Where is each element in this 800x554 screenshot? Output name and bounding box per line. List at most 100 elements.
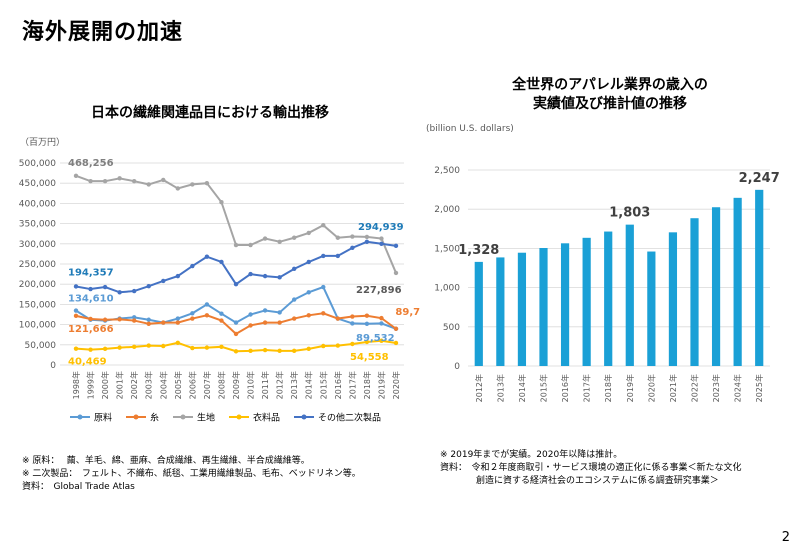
series-point-3: [219, 344, 224, 350]
series-data-label: 121,666: [68, 324, 114, 335]
series-point-3: [306, 346, 311, 352]
right-x-tick-label: 2012年: [474, 374, 484, 402]
legend-marker-3: [236, 414, 242, 420]
left-x-tick-label: 2003年: [144, 371, 154, 399]
left-y-tick-label: 500,000: [19, 159, 56, 169]
left-x-tick-label: 2012年: [275, 371, 285, 399]
left-x-tick-label: 2013年: [289, 371, 299, 399]
series-point-2: [379, 236, 384, 241]
left-x-tick-label: 2007年: [202, 371, 212, 399]
left-y-tick-label: 400,000: [19, 199, 56, 209]
legend-marker-4: [301, 414, 307, 420]
note-source-line2: 創造に資する経済社会のエコシステムに係る調査研究事業＞: [440, 476, 719, 486]
series-point-4: [204, 254, 210, 259]
series-point-1: [73, 313, 79, 319]
legend-label-3: 衣料品: [253, 412, 280, 424]
page-number: 2: [781, 530, 790, 545]
left-y-tick-label: 0: [50, 361, 56, 371]
series-point-3: [335, 343, 341, 348]
left-y-unit-label: （百万円）: [20, 137, 65, 148]
export-line-chart: （百万円） 0 50,000 100,000 150,000 200,000 250,000…: [19, 137, 420, 424]
left-x-tick-label: 2019年: [376, 371, 386, 399]
right-y-unit-label: (billion U.S. dollars): [426, 124, 514, 134]
series-point-0: [190, 311, 195, 316]
series-point-1: [219, 318, 224, 323]
series-point-4: [364, 239, 370, 244]
series-point-1: [102, 317, 108, 322]
series-point-3: [117, 345, 122, 350]
series-point-4: [379, 241, 384, 246]
series-point-3: [73, 346, 79, 351]
note-source: 資料： Global Trade Atlas: [22, 482, 135, 492]
right-notes: ※ 2019年までが実績。2020年以降は推計。 資料： 令和２年度商取引・サー…: [440, 449, 742, 488]
left-y-tick-label: 50,000: [25, 341, 57, 351]
left-x-tick-label: 2000年: [100, 371, 110, 399]
series-point-1: [393, 326, 399, 331]
series-data-label: 294,939: [358, 222, 404, 233]
series-point-4: [131, 288, 137, 294]
series-point-3: [131, 344, 137, 350]
right-x-tick-label: 2015年: [539, 374, 549, 402]
series-point-1: [88, 316, 93, 322]
series-point-0: [306, 290, 311, 295]
series-data-label: 134,610: [68, 294, 114, 305]
right-y-tick-label: 1,500: [434, 244, 460, 254]
series-point-0: [350, 321, 355, 326]
series-point-2: [277, 239, 282, 244]
bar-2: [517, 252, 527, 366]
right-x-tick-label: 2021年: [668, 374, 678, 402]
right-y-tick-label: 0: [454, 362, 460, 372]
right-y-tick-label: 1,000: [434, 284, 460, 294]
series-point-3: [146, 343, 151, 348]
series-point-3: [161, 343, 166, 349]
right-y-tick-label: 2,500: [434, 166, 460, 176]
legend-label-0: 原料: [94, 412, 112, 424]
bar-10: [690, 218, 699, 366]
series-point-4: [175, 273, 181, 279]
series-point-0: [233, 320, 239, 325]
series-point-0: [131, 315, 137, 320]
series-point-3: [379, 338, 384, 343]
series-point-1: [233, 331, 239, 337]
series-point-4: [393, 243, 399, 249]
series-point-1: [291, 316, 297, 321]
series-point-2: [161, 177, 166, 183]
series-point-3: [233, 349, 239, 354]
left-x-tick-label: 2016年: [333, 371, 343, 399]
note-secondary-products: ※ 二次製品： フェルト、不織布、紙毯、工業用繊維製品、毛布、ベッドリネン等。: [22, 469, 361, 479]
series-data-label: 54,558: [350, 352, 389, 363]
series-point-4: [146, 284, 151, 289]
left-x-tick-label: 2018年: [362, 371, 372, 399]
series-point-3: [102, 346, 108, 352]
series-point-1: [117, 317, 122, 322]
series-point-3: [175, 340, 181, 345]
series-point-3: [393, 340, 399, 346]
bar-9: [668, 232, 678, 366]
left-x-tick-label: 2010年: [246, 371, 256, 399]
series-point-0: [291, 297, 297, 302]
bar-data-label: 2,247: [739, 171, 780, 186]
series-data-label: 194,357: [68, 267, 114, 278]
series-point-4: [117, 290, 122, 295]
left-x-tick-label: 2004年: [158, 371, 168, 399]
series-point-1: [364, 313, 370, 318]
right-x-tick-label: 2014年: [517, 374, 527, 402]
series-point-2: [175, 186, 181, 191]
right-chart-title-line2: 実績値及び推計値の推移: [533, 96, 687, 112]
left-y-tick-label: 450,000: [19, 179, 56, 189]
series-point-1: [248, 323, 253, 328]
left-x-tick-label: 2015年: [318, 371, 328, 399]
series-point-1: [379, 315, 384, 321]
right-y-tick-label: 500: [443, 323, 460, 333]
left-y-tick-label: 300,000: [19, 240, 56, 250]
series-point-2: [248, 242, 253, 248]
series-point-3: [350, 341, 355, 347]
series-point-2: [350, 234, 355, 239]
left-x-tick-label: 2006年: [187, 371, 197, 399]
series-point-2: [306, 230, 311, 236]
apparel-revenue-bar-chart: (billion U.S. dollars) 0 500 1,000 1,500 2,00…: [426, 124, 780, 402]
bar-3: [539, 248, 548, 366]
series-point-4: [350, 245, 355, 251]
left-x-tick-label: 2005年: [173, 371, 183, 399]
right-x-tick-label: 2018年: [603, 374, 613, 402]
